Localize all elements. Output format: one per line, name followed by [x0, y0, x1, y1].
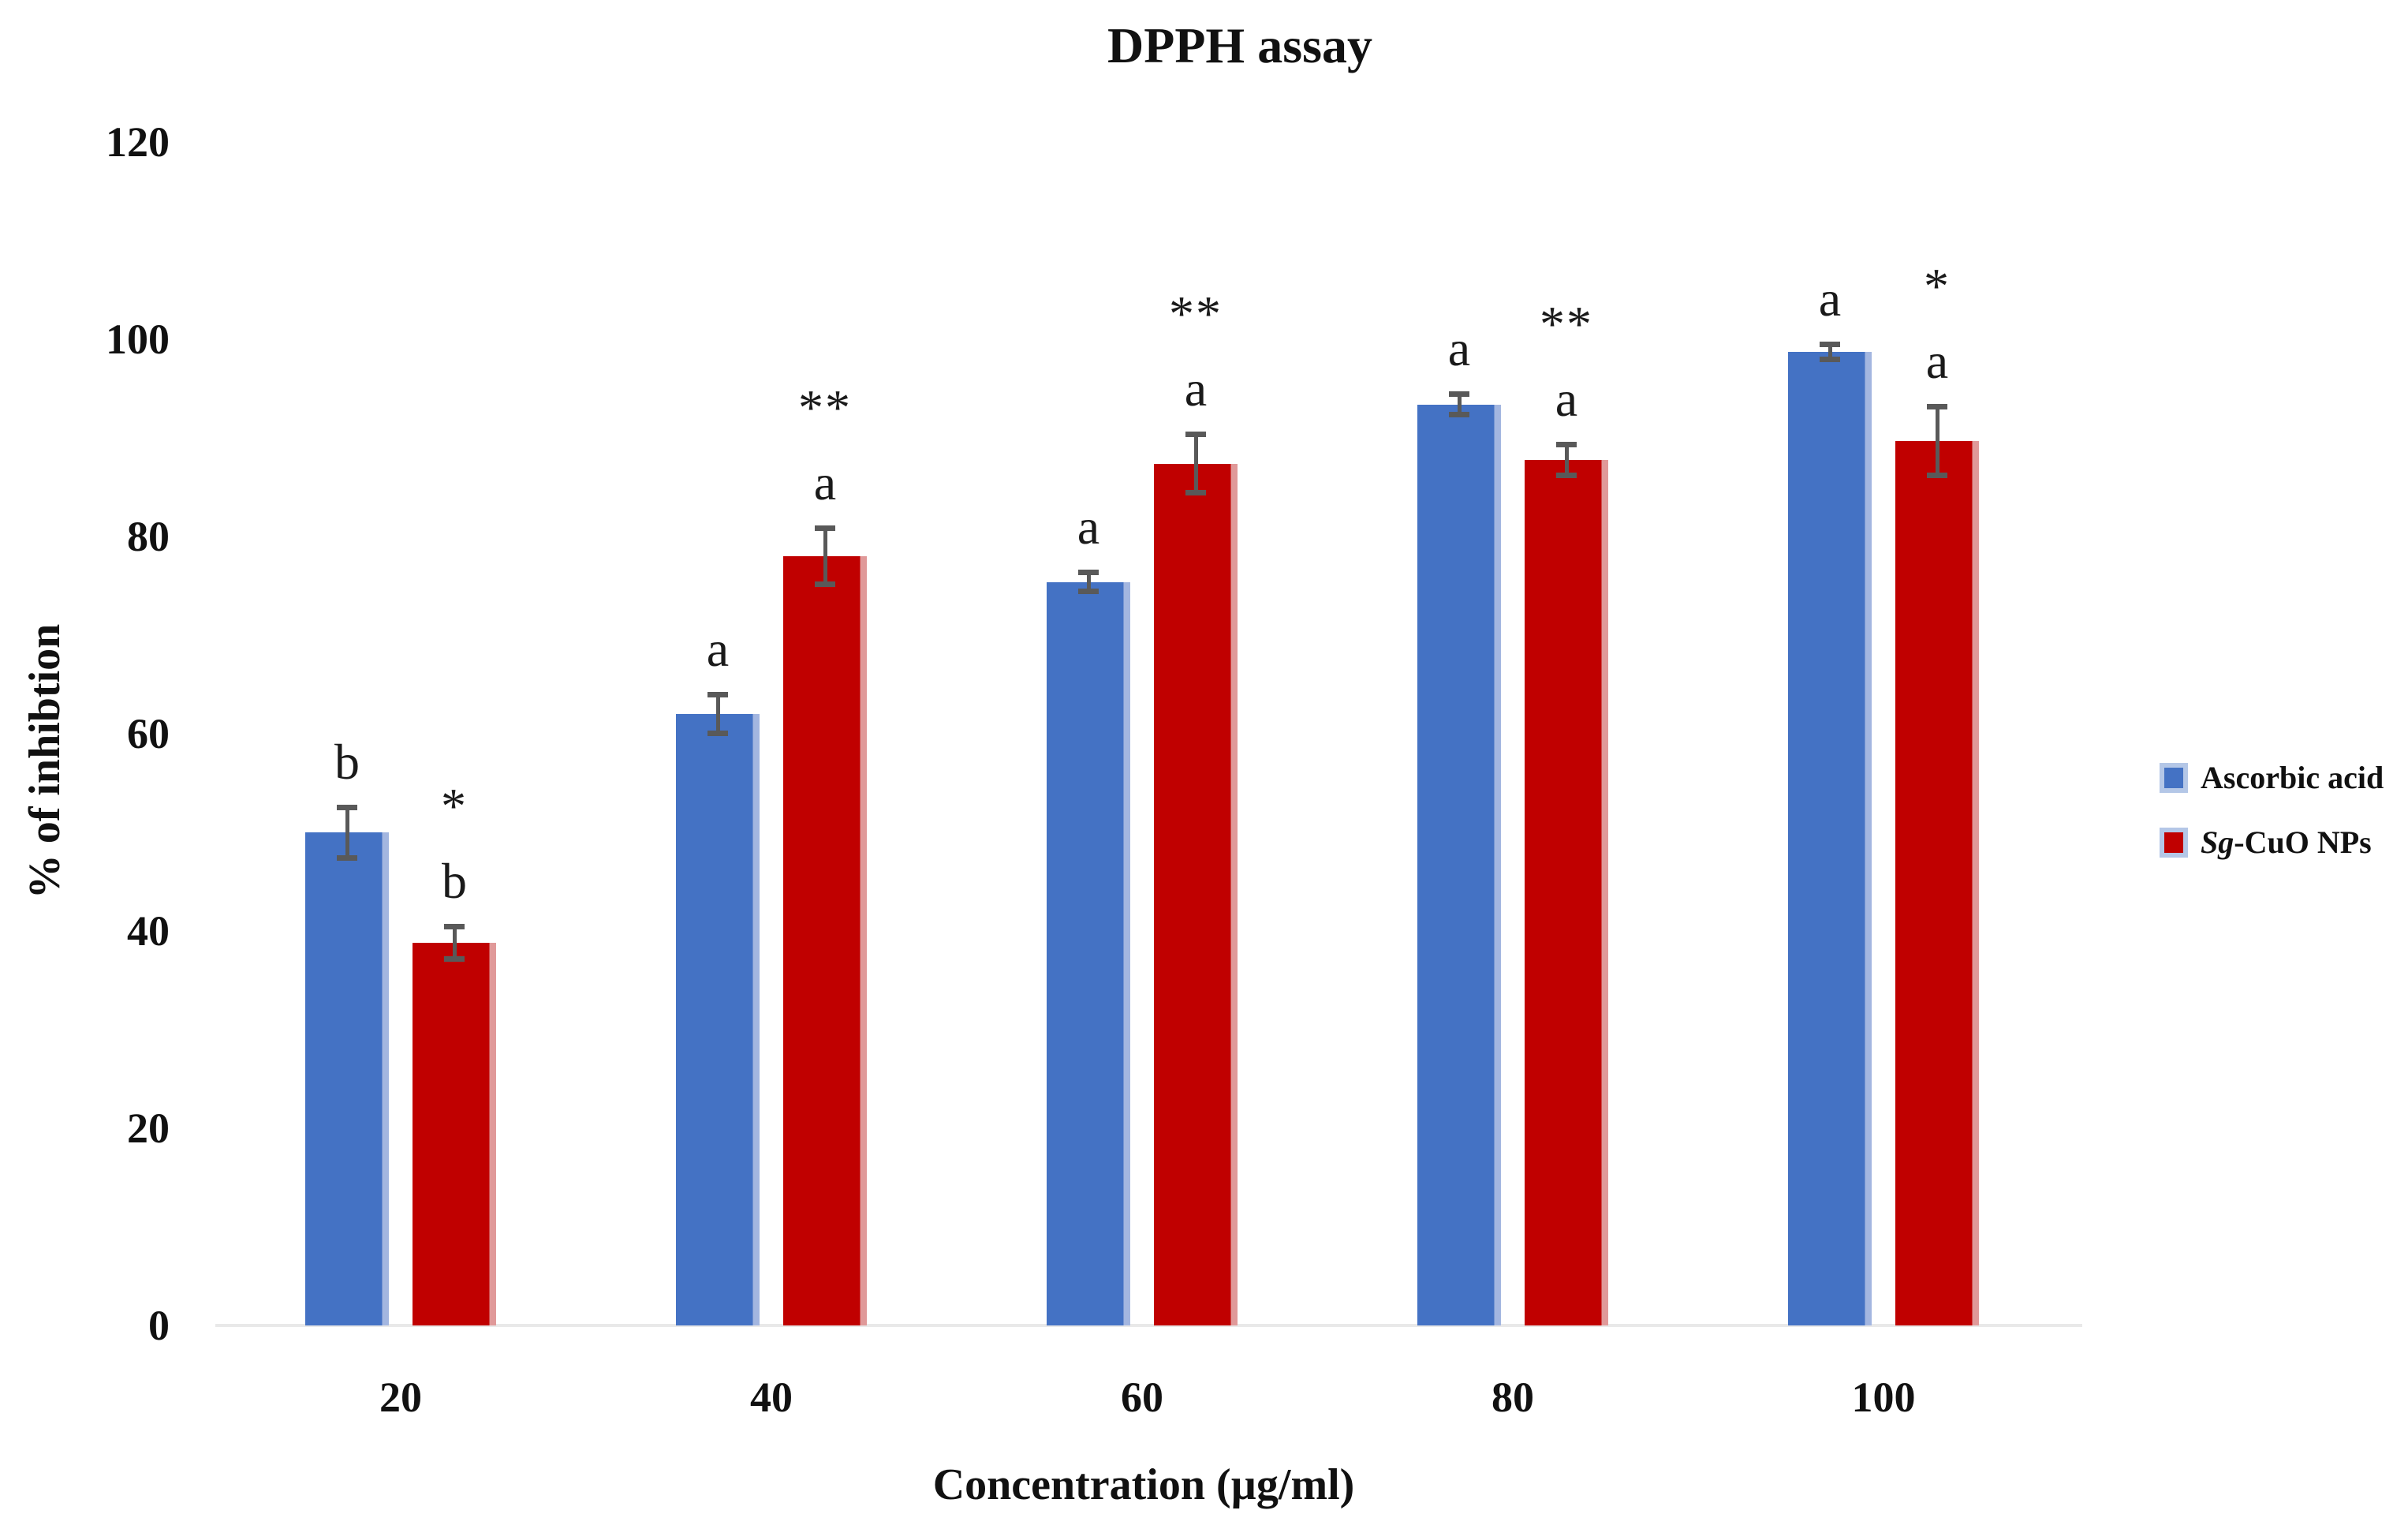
y-tick-label: 120	[106, 118, 170, 166]
error-bar	[823, 527, 827, 585]
significance-letter: b	[334, 733, 360, 790]
x-tick-label: 100	[1851, 1374, 1916, 1421]
error-bar	[1086, 572, 1091, 592]
bar-sg-cuo-nps-100	[1895, 440, 1979, 1325]
significance-stars: **	[1540, 295, 1593, 352]
error-bar-bottom-cap	[1820, 357, 1840, 363]
significance-stars: *	[441, 777, 468, 834]
error-bar	[715, 694, 720, 734]
bar-ascorbic-acid-40	[676, 714, 760, 1325]
significance-letter: a	[1077, 499, 1100, 555]
legend: Ascorbic acid Sg-CuO NPs	[2160, 762, 2384, 892]
error-bar-top-cap	[1078, 570, 1099, 575]
bar-sg-cuo-nps-40	[783, 556, 867, 1325]
bar-ascorbic-acid-60	[1047, 581, 1130, 1325]
significance-letter: a	[1818, 271, 1842, 327]
significance-letter: a	[1184, 361, 1208, 417]
legend-label-ascorbic-acid: Ascorbic acid	[2201, 760, 2384, 795]
significance-letter: a	[1555, 370, 1578, 427]
error-bar-bottom-cap	[815, 581, 835, 588]
error-bar-top-cap	[1927, 404, 1947, 409]
error-bar	[452, 925, 457, 960]
significance-letter: a	[1925, 333, 1949, 389]
bar-ascorbic-acid-100	[1788, 352, 1872, 1325]
chart-title: DPPH assay	[1107, 17, 1372, 73]
y-axis-title: % of inhibtion	[21, 623, 69, 899]
x-tick-label: 40	[750, 1374, 793, 1421]
y-tick-label: 20	[127, 1105, 170, 1152]
error-bar	[1193, 434, 1198, 493]
significance-letter: a	[706, 621, 730, 677]
error-bar	[1827, 344, 1832, 361]
legend-item-sg-cuo-nps: Sg-CuO NPs	[2160, 827, 2384, 858]
significance-stars: **	[1169, 286, 1223, 342]
error-bar-bottom-cap	[1927, 472, 1947, 478]
error-bar	[1935, 406, 1939, 476]
x-axis-title: Concentration (µg/ml)	[932, 1460, 1355, 1509]
x-tick-label: 60	[1121, 1374, 1163, 1421]
significance-stars: *	[1924, 258, 1951, 314]
bar-ascorbic-acid-80	[1417, 404, 1501, 1325]
error-bar-top-cap	[1556, 441, 1577, 447]
error-bar-bottom-cap	[707, 731, 728, 736]
error-bar-bottom-cap	[1449, 412, 1469, 418]
bar-sg-cuo-nps-80	[1525, 459, 1608, 1325]
bar-ascorbic-acid-20	[305, 832, 389, 1325]
error-bar-bottom-cap	[1185, 490, 1206, 495]
error-bar-top-cap	[1449, 391, 1469, 397]
significance-letter: b	[442, 852, 467, 909]
significance-letter: a	[1447, 320, 1471, 376]
error-bar-top-cap	[337, 804, 357, 810]
significance-letter: a	[813, 454, 837, 510]
error-bar-bottom-cap	[444, 956, 465, 963]
error-bar-top-cap	[707, 692, 728, 697]
x-tick-label: 20	[379, 1374, 422, 1421]
legend-label-sg-cuo-nps: Sg-CuO NPs	[2201, 824, 2372, 860]
error-bar	[1564, 443, 1569, 476]
error-bar-bottom-cap	[1078, 589, 1099, 594]
bar-sg-cuo-nps-60	[1154, 463, 1238, 1325]
legend-item-ascorbic-acid: Ascorbic acid	[2160, 762, 2384, 794]
error-bar-top-cap	[815, 525, 835, 531]
error-bar	[1457, 393, 1462, 416]
error-bar	[345, 806, 349, 858]
y-tick-label: 100	[106, 316, 170, 363]
error-bar-bottom-cap	[1556, 472, 1577, 478]
legend-swatch-sg-cuo-nps-icon	[2160, 828, 2188, 858]
error-bar-bottom-cap	[337, 854, 357, 861]
significance-stars: **	[798, 379, 852, 436]
y-tick-label: 80	[127, 513, 170, 560]
x-tick-label: 80	[1491, 1374, 1534, 1421]
y-tick-label: 40	[127, 907, 170, 955]
legend-swatch-ascorbic-acid-icon	[2160, 763, 2188, 793]
y-tick-label: 0	[148, 1302, 170, 1349]
error-bar-top-cap	[444, 923, 465, 929]
y-tick-label: 60	[127, 710, 170, 757]
error-bar-top-cap	[1185, 432, 1206, 437]
error-bar-top-cap	[1820, 342, 1840, 348]
x-axis-line	[215, 1324, 2082, 1327]
bar-sg-cuo-nps-20	[413, 943, 496, 1325]
